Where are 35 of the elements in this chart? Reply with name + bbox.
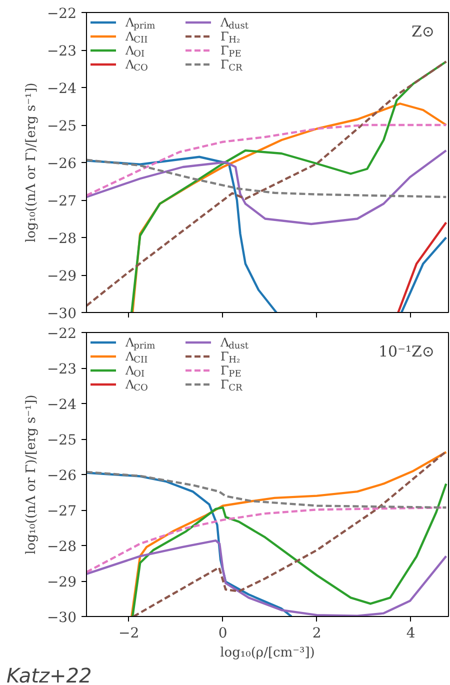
y-tick-label: −28: [46, 539, 76, 555]
line-series: [86, 158, 448, 198]
y-tick-label: −29: [46, 268, 76, 284]
text: Katz+22: [6, 664, 92, 685]
y-tick-label: −25: [46, 432, 76, 448]
y-tick-label: −23: [46, 44, 76, 60]
x-tick-label: −2: [118, 626, 140, 642]
x-axis-title: log₁₀(ρ/[cm⁻³]): [220, 646, 315, 660]
y-tick-label: −28: [46, 231, 76, 247]
line-series: [86, 124, 448, 197]
y-axis-title: log₁₀((nΛ or Γ)/[erg s⁻¹]): [24, 394, 39, 554]
y-tick-label: −22: [46, 326, 76, 342]
y-tick-label: −27: [46, 194, 76, 210]
y-tick-label: −26: [46, 156, 77, 172]
y-tick-label: −24: [46, 81, 77, 97]
y-tick-label: −30: [46, 610, 76, 626]
y-tick-label: −26: [46, 468, 77, 484]
y-tick-label: −22: [46, 6, 76, 22]
y-tick-label: −27: [46, 504, 76, 520]
y-tick-label: −29: [46, 574, 76, 590]
x-tick-label: 4: [406, 626, 416, 642]
y-tick-label: −24: [46, 397, 77, 413]
x-tick-label: 0: [218, 626, 228, 642]
x-tick-label: 2: [312, 626, 322, 642]
line-series: [131, 102, 448, 312]
y-tick-label: −23: [46, 362, 76, 378]
y-axis-title: log₁₀((nΛ or Γ)/[erg s⁻¹]): [24, 82, 39, 242]
annotation: 10⁻¹Z⊙: [378, 342, 435, 360]
line-series: [86, 472, 293, 616]
y-tick-label: −25: [46, 118, 76, 134]
line-series: [86, 149, 448, 226]
line-series: [86, 470, 448, 509]
y-tick-label: −30: [46, 306, 76, 322]
annotation: Z⊙: [412, 22, 435, 40]
line-series: [131, 482, 448, 616]
